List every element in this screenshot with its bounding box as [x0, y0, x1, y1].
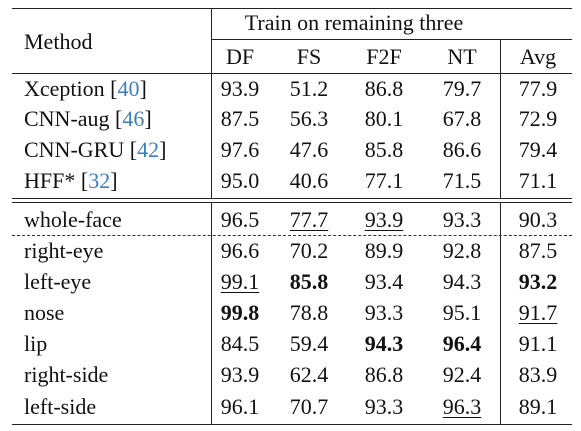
value-cell-fs: 70.7: [289, 394, 329, 419]
value-cell-avg: 90.3: [518, 207, 558, 232]
region-name: right-eye: [24, 238, 104, 263]
avg-column-rule-top: [500, 39, 502, 198]
value-cell-nt: 71.5: [442, 168, 482, 193]
dashed-separator: [12, 235, 572, 236]
citation-close: ]: [110, 168, 118, 193]
value-cell-fs: 70.2: [289, 238, 329, 263]
citation-link[interactable]: 46: [122, 106, 145, 131]
region-name: left-eye: [24, 269, 92, 294]
value-cell-f2f: 77.1: [364, 168, 404, 193]
column-header-df: DF: [225, 44, 255, 69]
value-cell-f2f: 89.9: [364, 238, 404, 263]
mid-rule-1: [12, 198, 572, 200]
top-rule: [12, 8, 572, 10]
method-header: Method: [24, 29, 93, 54]
column-header-avg: Avg: [519, 44, 557, 69]
value-cell-df: 93.9: [220, 362, 260, 387]
value-cell-nt: 92.8: [442, 238, 482, 263]
header-rule: [12, 73, 572, 75]
citation-link[interactable]: 42: [137, 137, 160, 162]
region-name: nose: [24, 300, 65, 325]
value-cell-avg: 91.1: [518, 331, 558, 356]
value-cell-nt: 96.4: [442, 331, 482, 356]
region-name: lip: [24, 331, 48, 356]
value-cell-nt: 96.3: [442, 394, 482, 419]
value-cell-avg: 87.5: [518, 238, 558, 263]
value-cell-fs: 40.6: [289, 168, 329, 193]
region-name: right-side: [24, 362, 109, 387]
value-cell-df: 84.5: [220, 331, 260, 356]
value-cell-avg: 93.2: [518, 269, 558, 294]
value-cell-f2f: 80.1: [364, 106, 404, 131]
value-cell-nt: 79.7: [442, 76, 482, 101]
column-header-fs: FS: [296, 44, 322, 69]
value-cell-df: 96.1: [220, 394, 260, 419]
method-cell: HFF* [32]: [24, 168, 118, 194]
value-cell-avg: 77.9: [518, 76, 558, 101]
value-cell-avg: 91.7: [518, 300, 558, 325]
value-cell-df: 93.9: [220, 76, 260, 101]
citation-link[interactable]: 32: [88, 168, 111, 193]
avg-column-rule-bottom: [500, 202, 502, 424]
value-cell-nt: 86.6: [442, 137, 482, 162]
method-name: Xception [: [24, 76, 118, 101]
region-name: whole-face: [24, 207, 122, 232]
value-cell-nt: 94.3: [442, 269, 482, 294]
value-cell-fs: 62.4: [289, 362, 329, 387]
citation-close: ]: [159, 137, 167, 162]
value-cell-fs: 78.8: [289, 300, 329, 325]
region-name: left-side: [24, 394, 97, 419]
value-cell-f2f: 93.3: [364, 394, 404, 419]
value-cell-avg: 83.9: [518, 362, 558, 387]
value-cell-df: 99.1: [220, 269, 260, 294]
value-cell-avg: 72.9: [518, 106, 558, 131]
value-cell-f2f: 93.4: [364, 269, 404, 294]
method-cell: CNN-aug [46]: [24, 106, 152, 132]
method-column-rule-bottom: [211, 202, 213, 424]
value-cell-df: 96.5: [220, 207, 260, 232]
value-cell-f2f: 93.3: [364, 300, 404, 325]
group-rule: [212, 39, 572, 41]
method-cell: CNN-GRU [42]: [24, 137, 166, 163]
value-cell-fs: 77.7: [289, 207, 329, 232]
citation-close: ]: [139, 76, 147, 101]
method-name: CNN-aug [: [24, 106, 123, 131]
bottom-rule: [12, 424, 572, 426]
mid-rule-2: [12, 202, 572, 204]
method-column-rule-top: [211, 8, 213, 198]
method-cell: Xception [40]: [24, 76, 147, 102]
group-header: Train on remaining three: [244, 10, 464, 35]
value-cell-fs: 59.4: [289, 331, 329, 356]
value-cell-f2f: 94.3: [364, 331, 404, 356]
value-cell-avg: 71.1: [518, 168, 558, 193]
column-header-nt: NT: [447, 44, 477, 69]
value-cell-nt: 67.8: [442, 106, 482, 131]
value-cell-df: 99.8: [220, 300, 260, 325]
value-cell-fs: 56.3: [289, 106, 329, 131]
value-cell-f2f: 86.8: [364, 362, 404, 387]
value-cell-fs: 47.6: [289, 137, 329, 162]
value-cell-nt: 93.3: [442, 207, 482, 232]
method-name: HFF* [: [24, 168, 89, 193]
method-name: CNN-GRU [: [24, 137, 138, 162]
value-cell-avg: 79.4: [518, 137, 558, 162]
column-header-f2f: F2F: [366, 44, 402, 69]
value-cell-df: 96.6: [220, 238, 260, 263]
citation-link[interactable]: 40: [117, 76, 140, 101]
value-cell-f2f: 93.9: [364, 207, 404, 232]
value-cell-df: 97.6: [220, 137, 260, 162]
citation-close: ]: [144, 106, 152, 131]
value-cell-fs: 51.2: [289, 76, 329, 101]
value-cell-f2f: 86.8: [364, 76, 404, 101]
value-cell-nt: 95.1: [442, 300, 482, 325]
value-cell-df: 87.5: [220, 106, 260, 131]
value-cell-f2f: 85.8: [364, 137, 404, 162]
value-cell-nt: 92.4: [442, 362, 482, 387]
value-cell-avg: 89.1: [518, 394, 558, 419]
value-cell-df: 95.0: [220, 168, 260, 193]
value-cell-fs: 85.8: [289, 269, 329, 294]
